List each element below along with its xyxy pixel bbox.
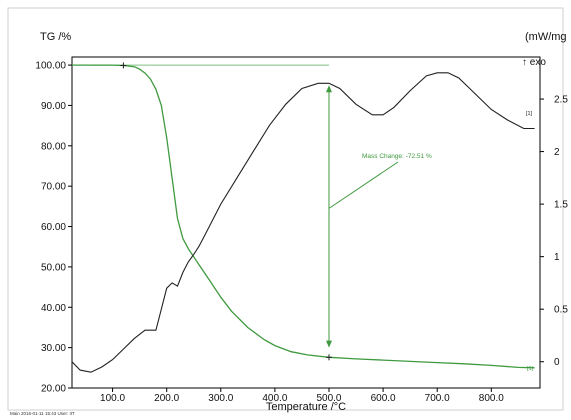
x-tick-label-1: 200.0 xyxy=(154,393,179,404)
plot-area xyxy=(71,56,541,389)
mass-change-annotation: Mass Change: -72.51 % xyxy=(362,153,432,160)
dsc-curve-end-tag: [1] xyxy=(526,111,533,117)
exo-label: ↑ exo xyxy=(522,57,546,68)
y-left-tick-label-4: 60.00 xyxy=(41,222,66,233)
x-tick-label-7: 800.0 xyxy=(479,393,504,404)
y-left-tick-label-8: 100.00 xyxy=(35,61,66,72)
chart-border xyxy=(7,7,564,411)
y-axis-right-label: (mW/mg xyxy=(525,31,567,43)
curve-markers xyxy=(120,62,332,361)
x-tick-label-4: 500.0 xyxy=(316,393,341,404)
x-tick-label-0: 100.0 xyxy=(100,393,125,404)
y-axis-right-ticks: 0 0.5 1 1.5 2 2.5 xyxy=(540,95,568,368)
y-right-tick-label-3: 1.5 xyxy=(554,200,568,211)
y-left-tick-label-6: 80.00 xyxy=(41,141,66,152)
y-right-tick-label-1: 0.5 xyxy=(554,305,568,316)
mass-change-arrow-head-top xyxy=(325,85,332,93)
x-tick-label-6: 700.0 xyxy=(425,393,450,404)
y-right-tick-label-5: 2.5 xyxy=(554,95,568,106)
x-tick-label-3: 400.0 xyxy=(262,393,287,404)
y-left-tick-label-2: 40.00 xyxy=(41,303,66,314)
y-left-tick-label-5: 70.00 xyxy=(41,182,66,193)
annotation-leader-line xyxy=(328,161,399,209)
series-tg-line xyxy=(72,64,535,369)
y-left-tick-label-3: 50.00 xyxy=(41,262,66,273)
footer-text: Main 2016-01-11 15:43 User: IIT xyxy=(10,411,75,416)
y-right-tick-label-0: 0 xyxy=(554,357,560,368)
y-axis-left-label: TG /% xyxy=(40,31,71,43)
x-tick-label-2: 300.0 xyxy=(208,393,233,404)
y-left-tick-label-1: 30.00 xyxy=(41,343,66,354)
y-axis-left-ticks: 20.00 30.00 40.00 50.00 60.00 70.00 80.00 90.00… xyxy=(35,61,72,395)
mass-change-arrow-head-bottom xyxy=(325,340,332,348)
y-left-tick-label-0: 20.00 xyxy=(41,384,66,395)
x-axis-ticks: 100.0 200.0 300.0 400.0 500.0 600.0 700.0 800.0 xyxy=(100,388,504,404)
mass-change-arrow xyxy=(325,85,399,348)
y-left-tick-label-7: 90.00 xyxy=(41,101,66,112)
series-dsc-line xyxy=(71,72,535,373)
tg-curve-end-tag: [1] xyxy=(527,366,534,372)
x-tick-label-5: 600.0 xyxy=(371,393,396,404)
x-axis-label: Temperature /°C xyxy=(266,401,346,413)
y-right-tick-label-2: 1 xyxy=(554,252,560,263)
y-right-tick-label-4: 2 xyxy=(554,147,560,158)
